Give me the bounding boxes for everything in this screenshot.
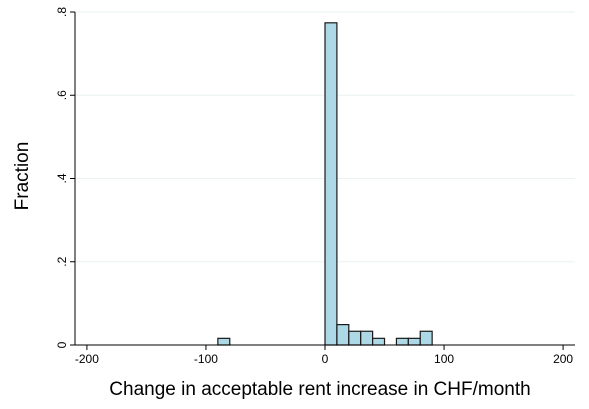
histogram-bar-0 <box>217 337 231 346</box>
y-tick-label-0: 0 <box>55 341 69 348</box>
x-tick-label-3: 100 <box>434 352 454 366</box>
y-tick-label-1: .2 <box>55 256 69 266</box>
x-tick-label-0: -200 <box>75 352 99 366</box>
histogram-bar-1 <box>324 22 338 346</box>
bars <box>217 22 433 346</box>
histogram-bar-2 <box>336 324 350 346</box>
histogram-bar-8 <box>419 330 433 346</box>
y-axis-title: Fraction <box>12 142 33 211</box>
y-ticks: 0 .2 .4 .6 .8 <box>55 7 75 348</box>
histogram-bar-5 <box>372 337 386 346</box>
histogram-bar-6 <box>395 337 409 346</box>
histogram-bar-7 <box>407 337 421 346</box>
x-tick-label-4: 200 <box>553 352 573 366</box>
y-tick-label-3: .6 <box>55 90 69 100</box>
y-tick-label-2: .4 <box>55 173 69 183</box>
x-axis-title: Change in acceptable rent increase in CH… <box>109 379 530 400</box>
x-tick-label-2: 0 <box>322 352 329 366</box>
histogram-bar-3 <box>348 330 362 346</box>
x-ticks: -200 -100 0 100 200 <box>75 345 573 366</box>
histogram-bar-4 <box>360 330 374 346</box>
x-tick-label-1: -100 <box>194 352 218 366</box>
y-tick-label-4: .8 <box>55 7 69 17</box>
